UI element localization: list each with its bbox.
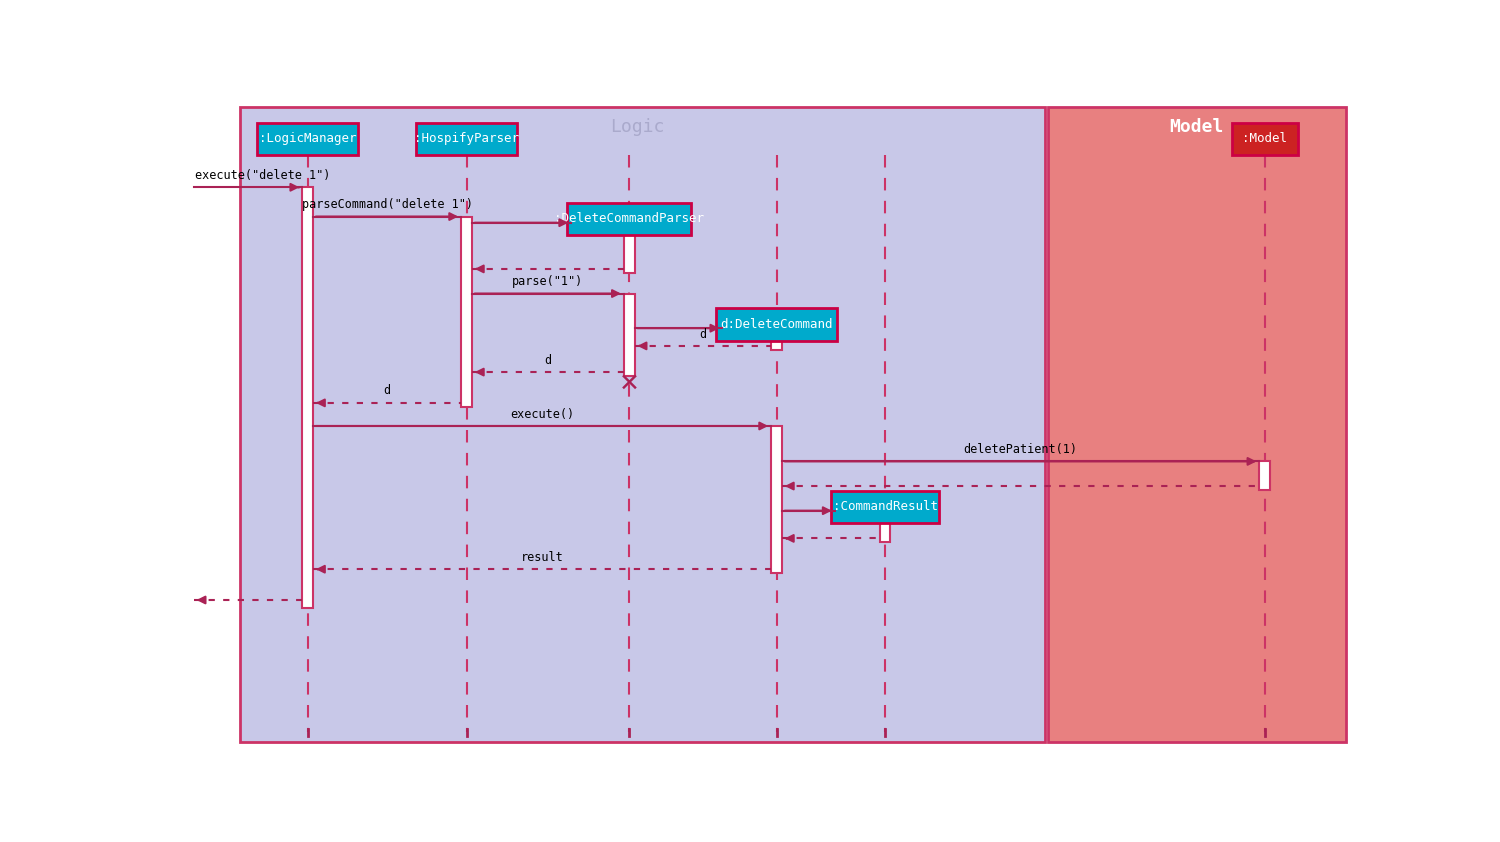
Text: :LogicManager: :LogicManager <box>260 132 357 146</box>
Bar <box>460 216 472 407</box>
Bar <box>302 187 313 608</box>
Bar <box>1260 461 1270 490</box>
Text: d: d <box>384 385 390 397</box>
Bar <box>831 491 939 523</box>
Text: result: result <box>520 551 564 564</box>
Text: d: d <box>699 328 706 340</box>
Text: Model: Model <box>1170 118 1224 136</box>
Text: parse("1"): parse("1") <box>512 275 584 288</box>
Text: :DeleteCommandParser: :DeleteCommandParser <box>555 212 705 226</box>
Text: deletePatient(1): deletePatient(1) <box>963 443 1077 456</box>
Text: execute("delete 1"): execute("delete 1") <box>195 169 330 182</box>
Bar <box>416 123 518 155</box>
Text: :CommandResult: :CommandResult <box>833 500 938 514</box>
Bar <box>240 107 1044 743</box>
Text: Logic: Logic <box>610 118 664 136</box>
Bar <box>624 294 634 376</box>
Text: :Model: :Model <box>1242 132 1287 146</box>
Bar <box>258 123 358 155</box>
Text: parseCommand("delete 1"): parseCommand("delete 1") <box>302 198 472 211</box>
Bar <box>624 222 634 273</box>
Text: d:DeleteCommand: d:DeleteCommand <box>720 317 833 331</box>
Bar <box>1232 123 1298 155</box>
Bar <box>879 511 891 542</box>
Text: :HospifyParser: :HospifyParser <box>414 132 519 146</box>
Bar <box>567 203 692 235</box>
Text: ✕: ✕ <box>618 371 639 396</box>
Text: execute(): execute() <box>510 408 574 421</box>
Bar <box>717 308 837 340</box>
Bar <box>771 328 782 349</box>
Bar <box>1047 107 1346 743</box>
Text: d: d <box>544 354 552 366</box>
Bar <box>771 426 782 573</box>
